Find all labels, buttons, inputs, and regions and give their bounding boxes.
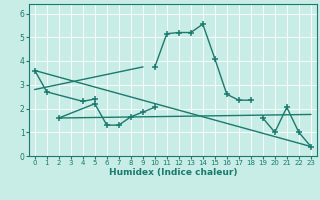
X-axis label: Humidex (Indice chaleur): Humidex (Indice chaleur): [108, 168, 237, 177]
